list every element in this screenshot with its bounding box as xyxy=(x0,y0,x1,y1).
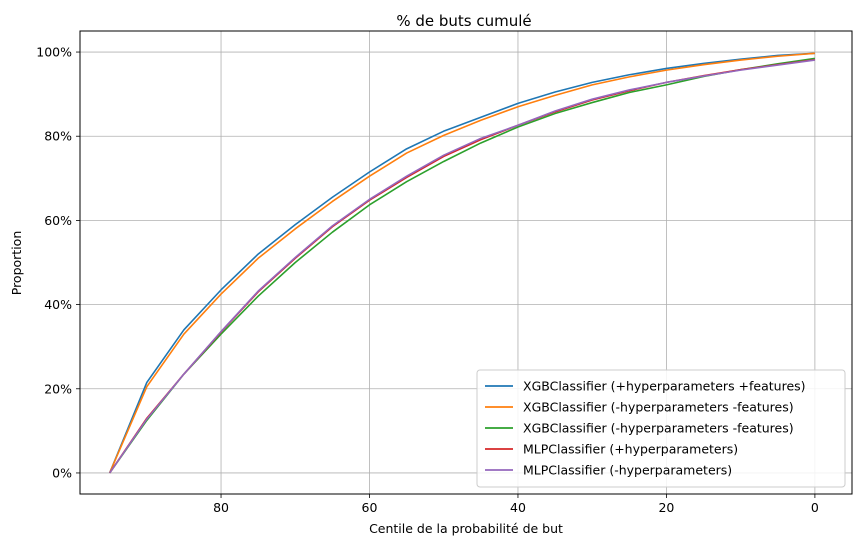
legend-entry-label: MLPClassifier (-hyperparameters) xyxy=(523,463,732,478)
legend-entry-label: XGBClassifier (+hyperparameters +feature… xyxy=(523,379,806,394)
grid xyxy=(80,31,852,494)
plot-frame xyxy=(79,30,853,495)
y-tick-label: 100% xyxy=(36,45,72,60)
x-tick-label: 20 xyxy=(658,500,674,515)
series-lines xyxy=(108,52,815,474)
legend-entry-label: XGBClassifier (-hyperparameters -feature… xyxy=(523,400,794,415)
legend-box xyxy=(476,369,846,488)
axis-ticks: 80 60 40 20 0 0% 20% 40% 60% 80% 100% xyxy=(36,45,819,515)
legend: XGBClassifier (+hyperparameters +feature… xyxy=(476,369,846,488)
series-line-1 xyxy=(108,52,815,474)
series-line-2 xyxy=(108,52,815,474)
x-tick-label: 80 xyxy=(213,500,229,515)
y-tick-label: 60% xyxy=(44,213,72,228)
y-tick-label: 20% xyxy=(44,381,72,396)
x-tick-label: 40 xyxy=(510,500,526,515)
x-tick-label: 0 xyxy=(811,500,819,515)
chart-title: % de buts cumulé xyxy=(396,12,531,30)
x-tick-label: 60 xyxy=(362,500,378,515)
legend-entry-label: MLPClassifier (+hyperparameters) xyxy=(523,442,738,457)
y-tick-label: 40% xyxy=(44,297,72,312)
series-line-5 xyxy=(109,59,815,474)
y-tick-label: 80% xyxy=(44,129,72,144)
y-tick-label: 0% xyxy=(52,465,72,480)
y-axis-label: Proportion xyxy=(9,231,24,296)
legend-entry-label: XGBClassifier (-hyperparameters -feature… xyxy=(523,421,794,436)
x-axis-label: Centile de la probabilité de but xyxy=(369,521,563,536)
